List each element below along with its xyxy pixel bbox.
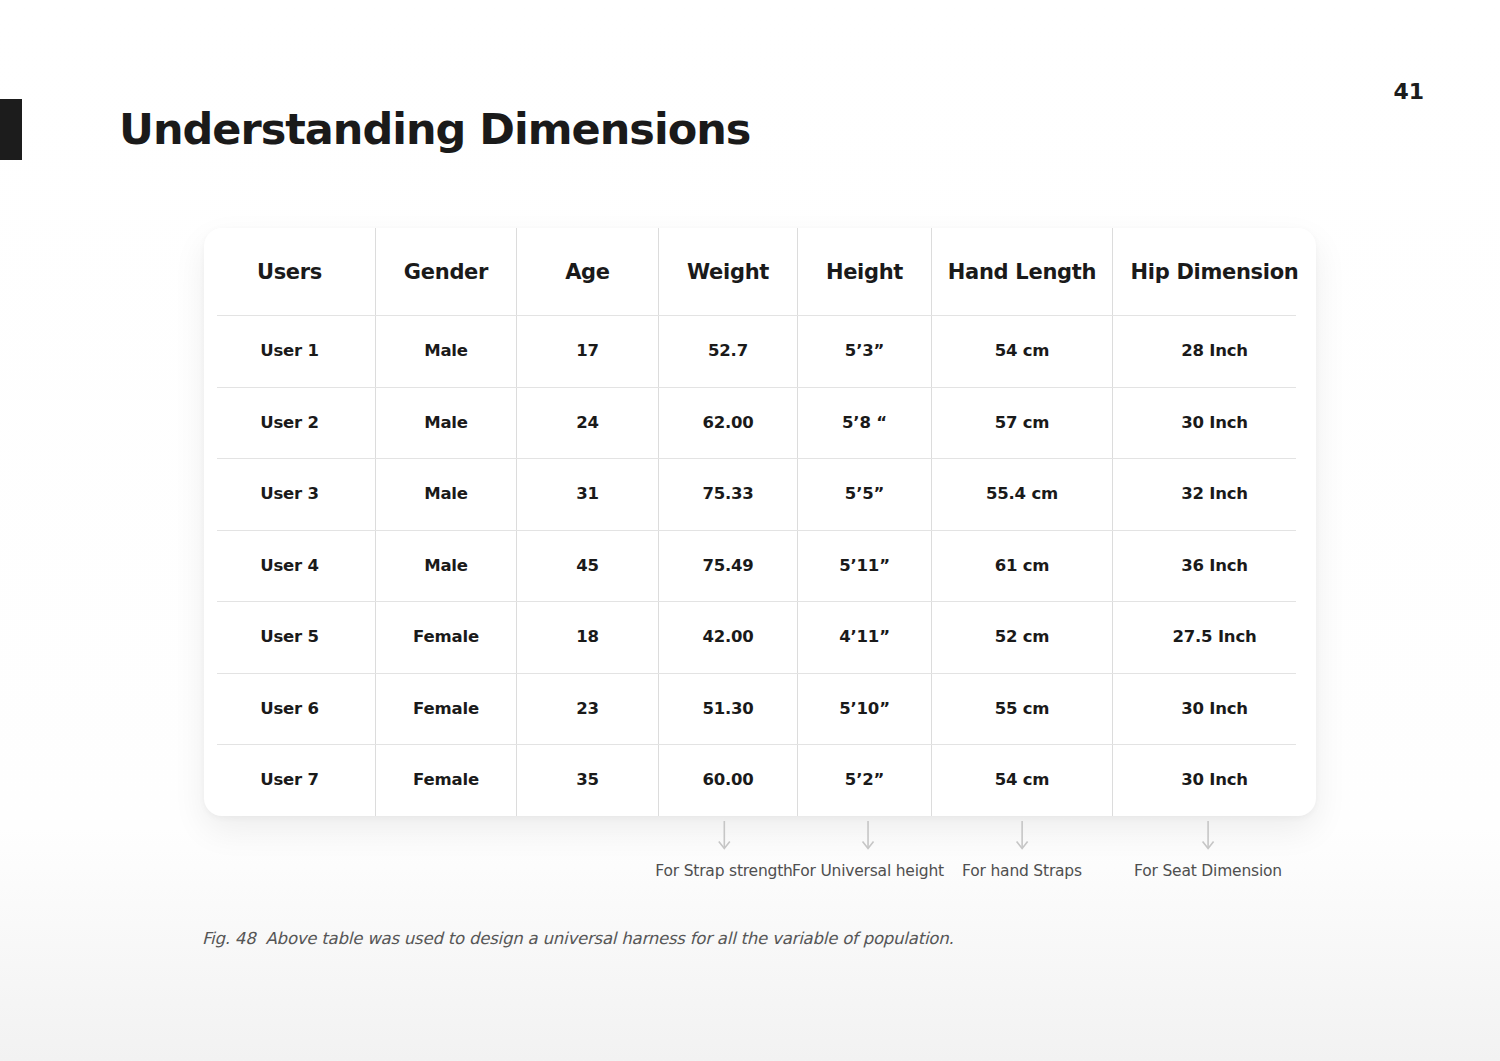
table-cell: 35 xyxy=(517,744,659,816)
table-cell: 32 Inch xyxy=(1113,458,1316,530)
table-cell: 27.5 Inch xyxy=(1113,601,1316,673)
table-header-row: UsersGenderAgeWeightHeightHand LengthHip… xyxy=(204,228,1316,315)
table-cell: 45 xyxy=(517,530,659,602)
down-arrow-icon xyxy=(1200,820,1216,852)
table-cell: 42.00 xyxy=(659,601,798,673)
table-cell: 5’8 “ xyxy=(798,387,932,459)
table-cell: 52.7 xyxy=(659,315,798,387)
column-header: Hip Dimension xyxy=(1113,228,1316,315)
table-cell: 5’3” xyxy=(798,315,932,387)
table-cell: 18 xyxy=(517,601,659,673)
page-number: 41 xyxy=(1393,79,1424,104)
table-cell: 54 cm xyxy=(932,315,1113,387)
column-header: Users xyxy=(204,228,376,315)
column-header: Age xyxy=(517,228,659,315)
table-cell: 30 Inch xyxy=(1113,673,1316,745)
annotation-label: For Strap strength xyxy=(655,862,792,880)
table-cell: 17 xyxy=(517,315,659,387)
table-cell: User 7 xyxy=(204,744,376,816)
table-cell: User 5 xyxy=(204,601,376,673)
table-cell: 28 Inch xyxy=(1113,315,1316,387)
table-cell: User 4 xyxy=(204,530,376,602)
annotation: For hand Straps xyxy=(962,820,1082,880)
table-cell: 24 xyxy=(517,387,659,459)
annotation-label: For Seat Dimension xyxy=(1134,862,1282,880)
annotation: For Universal height xyxy=(792,820,944,880)
dimensions-table: UsersGenderAgeWeightHeightHand LengthHip… xyxy=(204,228,1316,816)
table-cell: 52 cm xyxy=(932,601,1113,673)
table-row: User 5Female1842.004’11”52 cm27.5 Inch xyxy=(204,601,1316,673)
annotation-label: For hand Straps xyxy=(962,862,1082,880)
figure-caption: Fig. 48 Above table was used to design a… xyxy=(202,929,954,948)
table-cell: 4’11” xyxy=(798,601,932,673)
table-row: User 4Male4575.495’11”61 cm36 Inch xyxy=(204,530,1316,602)
table-cell: 60.00 xyxy=(659,744,798,816)
table-cell: 75.33 xyxy=(659,458,798,530)
table-cell: User 1 xyxy=(204,315,376,387)
table-cell: Male xyxy=(376,530,517,602)
table-row: User 7Female3560.005’2”54 cm30 Inch xyxy=(204,744,1316,816)
column-header: Gender xyxy=(376,228,517,315)
table-cell: 31 xyxy=(517,458,659,530)
table-cell: 51.30 xyxy=(659,673,798,745)
table-cell: Female xyxy=(376,744,517,816)
table-cell: 30 Inch xyxy=(1113,744,1316,816)
table-cell: Male xyxy=(376,315,517,387)
column-header: Height xyxy=(798,228,932,315)
table-row: User 3Male3175.335’5”55.4 cm32 Inch xyxy=(204,458,1316,530)
annotation: For Seat Dimension xyxy=(1134,820,1282,880)
table-cell: 5’10” xyxy=(798,673,932,745)
table-cell: Male xyxy=(376,387,517,459)
table-row: User 1Male1752.75’3”54 cm28 Inch xyxy=(204,315,1316,387)
table-cell: 55.4 cm xyxy=(932,458,1113,530)
table-cell: 23 xyxy=(517,673,659,745)
down-arrow-icon xyxy=(716,820,732,852)
down-arrow-icon xyxy=(1014,820,1030,852)
table-cell: 75.49 xyxy=(659,530,798,602)
table-row: User 2Male2462.005’8 “57 cm30 Inch xyxy=(204,387,1316,459)
table-cell: Female xyxy=(376,673,517,745)
table-cell: 5’2” xyxy=(798,744,932,816)
page-title: Understanding Dimensions xyxy=(119,104,750,154)
table-cell: 54 cm xyxy=(932,744,1113,816)
table-cell: 36 Inch xyxy=(1113,530,1316,602)
table-cell: 57 cm xyxy=(932,387,1113,459)
table-cell: User 2 xyxy=(204,387,376,459)
table-cell: Male xyxy=(376,458,517,530)
table-cell: User 3 xyxy=(204,458,376,530)
table-cell: 5’11” xyxy=(798,530,932,602)
table-cell: 55 cm xyxy=(932,673,1113,745)
table-cell: 62.00 xyxy=(659,387,798,459)
table-cell: Female xyxy=(376,601,517,673)
table-cell: 30 Inch xyxy=(1113,387,1316,459)
annotation-label: For Universal height xyxy=(792,862,944,880)
column-header: Hand Length xyxy=(932,228,1113,315)
table-cell: 61 cm xyxy=(932,530,1113,602)
annotation: For Strap strength xyxy=(655,820,792,880)
down-arrow-icon xyxy=(860,820,876,852)
table-cell: 5’5” xyxy=(798,458,932,530)
table-row: User 6Female2351.305’10”55 cm30 Inch xyxy=(204,673,1316,745)
table-cell: User 6 xyxy=(204,673,376,745)
accent-bar xyxy=(0,99,22,160)
column-header: Weight xyxy=(659,228,798,315)
